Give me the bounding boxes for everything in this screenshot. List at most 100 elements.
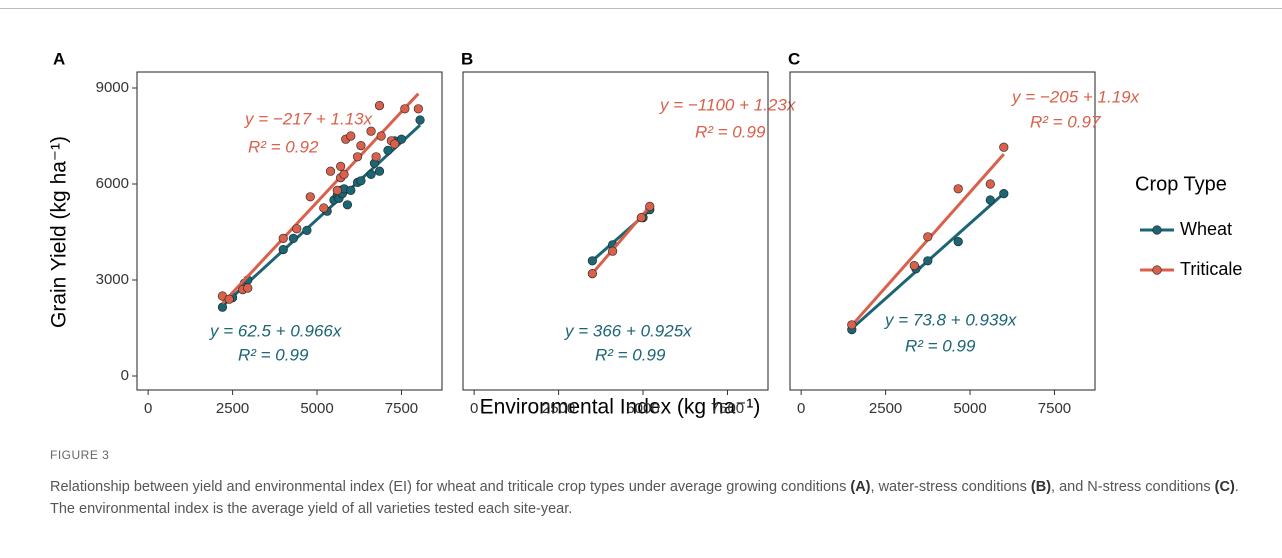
panel-frame (789, 71, 1096, 391)
fit-r2: R² = 0.99 (695, 122, 766, 141)
point (999, 142, 1009, 152)
x-tick-label: 5000 (953, 400, 986, 417)
point (292, 224, 302, 234)
caption-text: Relationship between yield and environme… (50, 476, 1250, 520)
y-tick-label: 3000 (96, 271, 129, 288)
point (302, 225, 312, 235)
fit-r2: R² = 0.97 (1030, 112, 1101, 131)
fit-r2: R² = 0.99 (905, 336, 976, 355)
caption-part: , water-stress conditions (870, 479, 1031, 495)
x-axis-label: Environmental Index (kg ha⁻¹) (480, 396, 761, 419)
x-tick-label: 5000 (626, 400, 659, 417)
point (413, 104, 423, 114)
legend-marker (1152, 265, 1162, 275)
caption-part: (B) (1030, 479, 1052, 495)
fit-equation: y = 366 + 0.925x (564, 321, 692, 340)
point (371, 152, 381, 162)
x-tick-label: 2500 (542, 400, 575, 417)
fit-line (221, 92, 420, 305)
point (383, 145, 393, 155)
point (319, 203, 329, 213)
point (356, 141, 366, 151)
x-tick-label: 7500 (385, 400, 418, 417)
point (847, 320, 857, 330)
point (999, 189, 1009, 199)
point (374, 100, 385, 111)
point (224, 294, 234, 304)
caption-part: (C) (1214, 479, 1235, 495)
point (909, 261, 919, 271)
point (356, 176, 366, 186)
fit-equation: y = 73.8 + 0.939x (884, 310, 1017, 329)
point (305, 192, 315, 202)
fit-equation: y = −1100 + 1.23x (659, 95, 796, 114)
fit-line (221, 124, 422, 308)
point (342, 200, 353, 210)
point (400, 104, 410, 114)
point (217, 302, 228, 312)
caption-part: Relationship between yield and environme… (50, 479, 851, 495)
x-tick-label: 0 (144, 400, 152, 417)
legend-title: Crop Type (1135, 173, 1227, 195)
point (352, 152, 363, 162)
fit-equation: y = −205 + 1.19x (1011, 87, 1140, 106)
point (346, 131, 356, 141)
caption: FIGURE 3 Relationship between yield and … (50, 444, 1250, 520)
point (587, 269, 597, 279)
point (636, 213, 646, 223)
legend-label: Triticale (1180, 259, 1242, 279)
figure: Grain Yield (kg ha⁻¹) Environmental Inde… (48, 49, 1243, 419)
point (953, 237, 963, 247)
point (346, 185, 356, 195)
x-tick-label: 2500 (869, 400, 902, 417)
point (985, 195, 995, 205)
panel-frame (136, 71, 443, 391)
y-tick-label: 6000 (96, 175, 129, 192)
point (325, 166, 336, 176)
point (243, 283, 253, 293)
caption-part: (A) (850, 479, 871, 495)
x-tick-label: 0 (797, 400, 805, 417)
point (645, 201, 655, 211)
fit-r2: R² = 0.92 (248, 137, 319, 156)
point (415, 115, 425, 125)
top-rule (0, 8, 1282, 9)
panel-letter: B (461, 49, 473, 68)
point (953, 184, 963, 194)
point (923, 232, 933, 242)
panel-letter: C (788, 49, 800, 68)
point (339, 169, 349, 179)
y-tick-label: 9000 (96, 79, 129, 96)
point (366, 126, 376, 136)
point (336, 161, 346, 171)
point (608, 246, 618, 256)
point (332, 185, 342, 195)
point (396, 134, 407, 144)
x-tick-label: 2500 (216, 400, 249, 417)
caption-label: FIGURE 3 (50, 448, 110, 462)
caption-part: . The environmental index is the average… (50, 479, 1239, 517)
point (985, 179, 995, 189)
y-tick-label: 0 (121, 367, 129, 384)
fit-equation: y = −217 + 1.13x (244, 109, 373, 128)
x-tick-label: 0 (470, 400, 478, 417)
fit-equation: y = 62.5 + 0.966x (209, 321, 342, 340)
y-axis-label: Grain Yield (kg ha⁻¹) (48, 136, 71, 328)
legend-marker (1152, 225, 1162, 235)
point (278, 233, 288, 243)
caption-part: , and N-stress conditions (1051, 479, 1215, 495)
panel-frame (462, 71, 769, 391)
point (587, 256, 597, 266)
point (278, 245, 288, 255)
point (374, 166, 385, 176)
point (923, 256, 933, 266)
point (390, 139, 400, 149)
x-tick-label: 7500 (1038, 400, 1071, 417)
x-tick-label: 5000 (300, 400, 333, 417)
panel-letter: A (53, 49, 65, 68)
legend-label: Wheat (1180, 219, 1232, 239)
fit-r2: R² = 0.99 (595, 345, 666, 364)
point (376, 131, 386, 141)
point (366, 169, 376, 179)
